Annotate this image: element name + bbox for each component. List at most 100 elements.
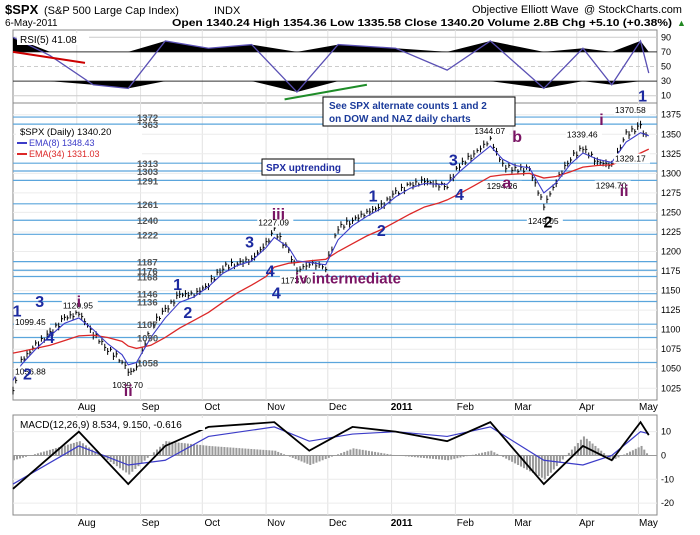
macd-histogram-bar — [250, 449, 252, 455]
macd-histogram-bar — [453, 455, 455, 458]
macd-histogram-bar — [484, 452, 486, 455]
macd-histogram-bar — [496, 454, 498, 456]
macd-histogram-bar — [22, 455, 24, 457]
macd-histogram-bar — [505, 455, 507, 458]
macd-histogram-bar — [271, 450, 273, 455]
wave-label: 1 — [369, 188, 378, 205]
macd-histogram-bar — [187, 444, 189, 456]
macd-histogram-bar — [165, 441, 167, 455]
macd-histogram-bar — [292, 455, 294, 457]
macd-histogram-bar — [511, 455, 513, 461]
wave-label: 4 — [455, 187, 464, 204]
macd-histogram-bar — [134, 455, 136, 468]
macd-histogram-bar — [34, 454, 36, 455]
macd-histogram-bar — [328, 455, 330, 457]
wave-label: b — [512, 129, 522, 146]
wave-label: 4 — [46, 330, 55, 347]
macd-histogram-bar — [262, 450, 264, 456]
macd-histogram-bar — [303, 455, 305, 462]
macd-histogram-bar — [556, 455, 558, 466]
price-tick-label: 1375 — [661, 110, 681, 120]
macd-histogram-bar — [331, 455, 333, 456]
macd-histogram-bar — [565, 455, 567, 456]
macd-histogram-bar — [426, 455, 428, 458]
price-tick-label: 1050 — [661, 364, 681, 374]
macd-histogram-bar — [402, 455, 404, 456]
x-tick-label-bottom: May — [639, 518, 658, 529]
macd-histogram-bar — [517, 455, 519, 465]
macd-histogram-bar — [438, 455, 440, 459]
macd-histogram-bar — [312, 455, 314, 463]
macd-histogram-bar — [368, 451, 370, 456]
macd-histogram-bar — [235, 448, 237, 456]
macd-histogram-bar — [141, 455, 143, 463]
rsi-label: RSI(5) 41.08 — [20, 35, 77, 46]
macd-histogram-bar — [319, 455, 321, 461]
wave-label: 3 — [449, 153, 458, 170]
macd-histogram-bar — [241, 448, 243, 455]
ohlc-arrow: ▲ — [677, 18, 686, 28]
price-tick-label: 1325 — [661, 149, 681, 159]
macd-histogram-bar — [459, 455, 461, 457]
legend-price: $SPX (Daily) 1340.20 — [20, 127, 111, 138]
macd-histogram-bar — [238, 448, 240, 455]
price-annotation: 1339.46 — [567, 130, 598, 140]
x-tick-label-bottom: Aug — [78, 518, 96, 529]
macd-histogram-bar — [13, 455, 15, 460]
macd-histogram-bar — [408, 455, 410, 456]
macd-histogram-bar — [463, 455, 465, 456]
macd-histogram-bar — [432, 455, 434, 458]
x-tick-label-mid: Feb — [457, 402, 475, 413]
price-tick-label: 1275 — [661, 188, 681, 198]
macd-histogram-bar — [490, 451, 492, 456]
wave-label: i — [599, 112, 603, 129]
macd-histogram-bar — [635, 449, 637, 456]
macd-histogram-bar — [88, 447, 90, 455]
macd-histogram-bar — [280, 453, 282, 455]
wave-label: 1 — [13, 303, 22, 320]
macd-histogram-bar — [337, 454, 339, 455]
macd-histogram-bar — [67, 445, 69, 456]
macd-histogram-bar — [214, 446, 216, 455]
macd-histogram-bar — [441, 455, 443, 459]
macd-histogram-bar — [25, 455, 27, 456]
macd-histogram-bar — [315, 455, 317, 462]
x-tick-label-mid: Dec — [329, 402, 347, 413]
macd-histogram-bar — [429, 455, 431, 458]
macd-histogram-bar — [259, 450, 261, 456]
level-label: 1136 — [137, 298, 158, 309]
macd-histogram-bar — [487, 451, 489, 455]
macd-histogram-bar — [538, 455, 540, 476]
macd-histogram-bar — [383, 453, 385, 455]
wave-label: iii — [272, 206, 285, 223]
level-label: 1058 — [137, 358, 158, 369]
macd-tick-label: -10 — [661, 474, 674, 484]
macd-histogram-bar — [553, 455, 555, 469]
macd-histogram-bar — [472, 455, 474, 456]
macd-histogram-bar — [493, 452, 495, 455]
legend-ema34: EMA(34) 1331.03 — [29, 149, 100, 159]
wave-label: i — [77, 294, 81, 311]
x-tick-label-bottom: Nov — [267, 518, 285, 529]
macd-histogram-bar — [417, 455, 419, 457]
wave-label: 2 — [543, 214, 552, 231]
macd-histogram-bar — [274, 451, 276, 456]
macd-histogram-bar — [295, 455, 297, 459]
macd-histogram-bar — [617, 455, 619, 457]
level-label: 1090 — [137, 333, 158, 344]
macd-histogram-bar — [229, 447, 231, 455]
x-tick-label-mid: Nov — [267, 402, 285, 413]
macd-histogram-bar — [623, 455, 625, 456]
macd-histogram-bar — [181, 443, 183, 456]
date-label: 6-May-2011 — [5, 18, 58, 29]
macd-histogram-bar — [405, 455, 407, 456]
macd-histogram-bar — [223, 447, 225, 455]
price-annotation: 1329.17 — [615, 154, 646, 164]
macd-histogram-bar — [643, 450, 645, 456]
macd-histogram-bar — [550, 455, 552, 472]
macd-histogram-bar — [475, 454, 477, 455]
rsi-tick-label: 50 — [661, 62, 671, 72]
macd-histogram-bar — [208, 446, 210, 456]
x-tick-label-bottom: Oct — [205, 518, 221, 529]
